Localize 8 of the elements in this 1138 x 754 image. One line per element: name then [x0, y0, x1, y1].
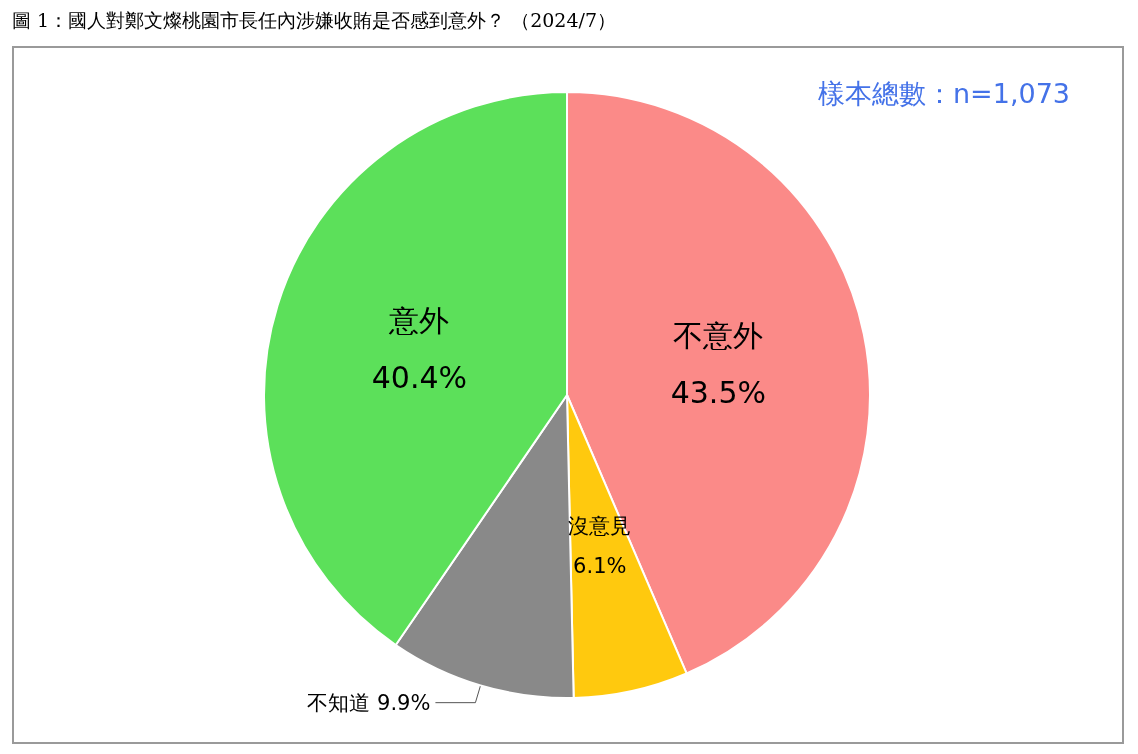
slice-label: 不意外 [673, 317, 764, 353]
data-label: 40.4% [371, 360, 468, 396]
chart-title: 圖 1：國人對鄭文燦桃園市長任內涉嫌收賄是否感到意外？ （2024/7） [12, 8, 617, 33]
data-label: 6.1% [573, 553, 627, 578]
data-label: 43.5% [670, 374, 766, 410]
slice-label: 不知道 9.9% [307, 690, 431, 715]
text: 樣本總數：n=1,073 [817, 77, 1070, 111]
slice-label: 意外 [388, 303, 450, 339]
